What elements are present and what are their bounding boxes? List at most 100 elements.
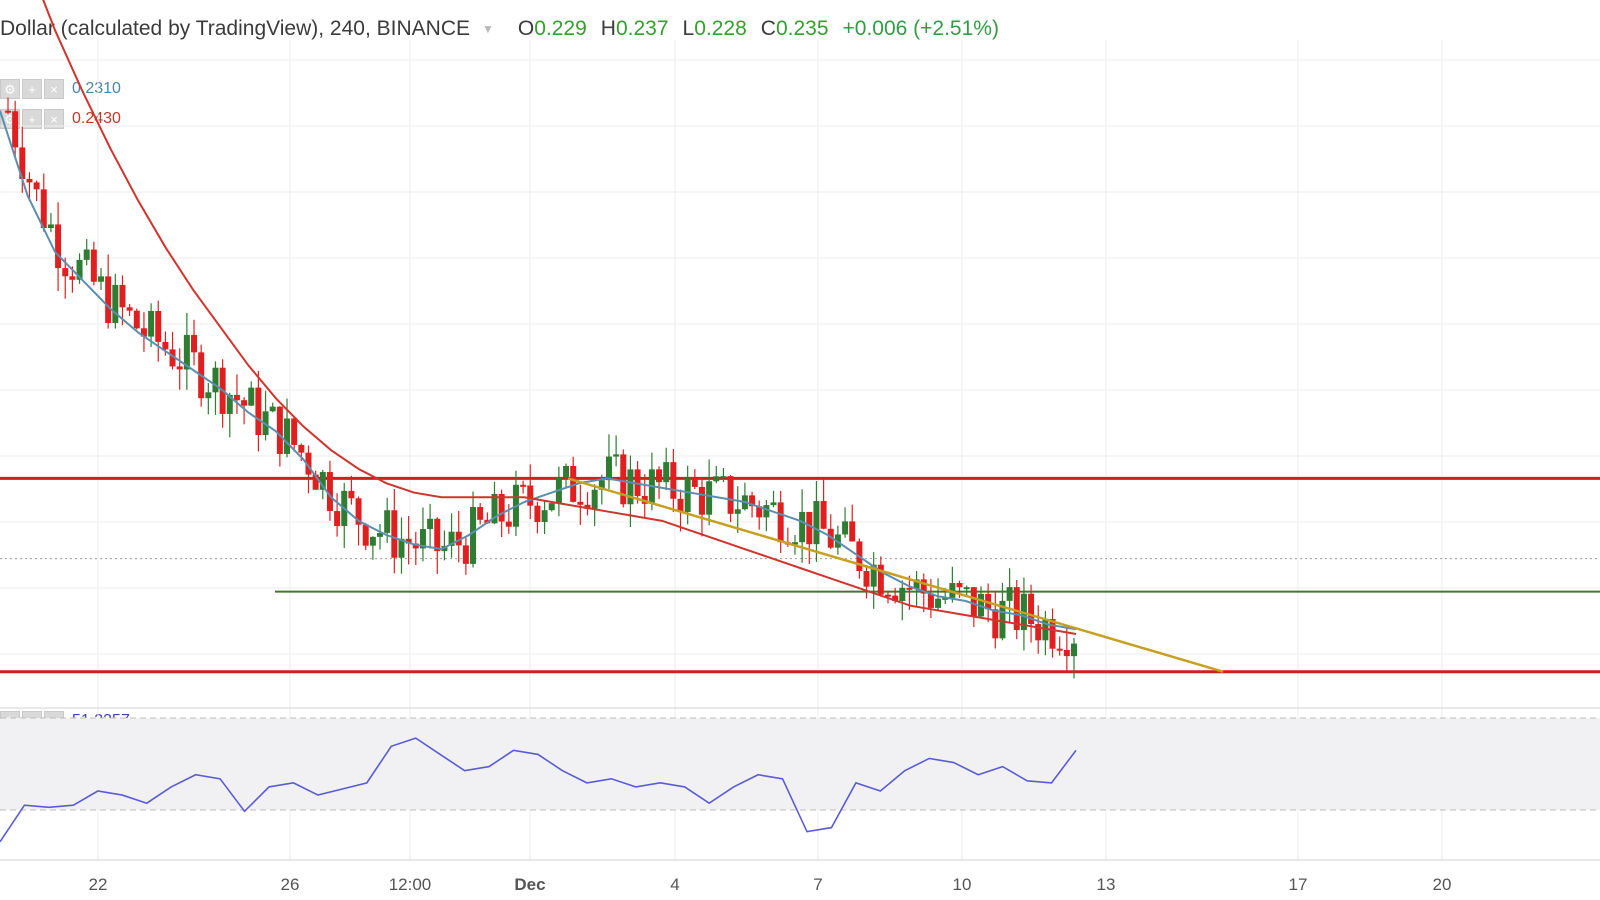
candle-up: [491, 493, 498, 524]
rsi-band: [0, 718, 1600, 810]
candle-up: [799, 511, 806, 543]
candle-up: [949, 583, 956, 598]
candle-down: [26, 178, 33, 183]
candle-up: [448, 531, 455, 546]
trendline-layer[interactable]: [567, 477, 1224, 673]
candle-up: [963, 587, 970, 590]
candle-down: [534, 505, 541, 522]
candle-down: [133, 310, 140, 329]
candle-down: [992, 609, 999, 639]
ohlc-open: O0.229: [517, 17, 587, 40]
candle-up: [98, 276, 105, 282]
candle-up: [419, 529, 426, 549]
candle-down: [5, 110, 11, 113]
candle-down: [698, 486, 705, 515]
candle-down: [455, 531, 462, 546]
candle-up: [319, 472, 326, 490]
candle-down: [462, 545, 469, 564]
candle-down: [849, 521, 856, 542]
candle-up: [684, 478, 691, 512]
chevron-down-icon[interactable]: ▼: [482, 22, 494, 36]
candle-down: [620, 454, 627, 505]
moving-averages: [0, 0, 1077, 635]
candle-down: [570, 466, 577, 502]
x-tick-label: 12:00: [389, 875, 432, 894]
x-tick-label: 20: [1433, 875, 1452, 894]
candle-down: [1035, 624, 1042, 641]
candle-up: [470, 506, 477, 564]
candle-up: [663, 462, 670, 483]
candle-down: [233, 394, 240, 401]
candle-down: [1056, 648, 1063, 651]
close-icon[interactable]: ×: [44, 109, 64, 129]
candle-down: [920, 579, 927, 594]
candle-up: [720, 476, 727, 479]
candle-up: [763, 505, 770, 518]
gear-icon[interactable]: ⚙: [0, 79, 20, 99]
symbol-title[interactable]: Dollar (calculated by TradingView), 240,…: [0, 17, 470, 40]
candle-down: [298, 444, 305, 453]
candle-down: [305, 452, 312, 475]
candle-down: [691, 478, 698, 487]
candle-down: [19, 147, 26, 179]
candle-down: [970, 587, 977, 617]
candle-up: [384, 510, 391, 533]
candle-up: [377, 532, 384, 537]
candle-down: [412, 543, 419, 549]
candle-down: [577, 501, 584, 505]
candle-up: [598, 480, 605, 490]
x-tick-label: 26: [281, 875, 300, 894]
candle-down: [1063, 649, 1070, 657]
candle-down: [348, 490, 355, 499]
candle-up: [369, 536, 376, 546]
candle-down: [956, 583, 963, 588]
descending-trendline: [567, 477, 1224, 673]
add-icon[interactable]: +: [22, 79, 42, 99]
x-tick-label: Dec: [514, 875, 545, 894]
ohlc-high: H0.237: [600, 17, 669, 40]
candle-down: [927, 593, 934, 608]
candle-up: [541, 510, 548, 522]
candle-down: [126, 307, 133, 311]
candle-down: [241, 400, 248, 406]
candle-up: [1006, 587, 1013, 601]
candle-up: [605, 456, 612, 481]
candle-up: [791, 542, 798, 545]
candle-down: [355, 498, 362, 525]
indicator-tools: ⚙ + ×: [0, 79, 64, 99]
candle-up: [226, 394, 233, 414]
candle-up: [563, 466, 570, 478]
candle-up: [47, 224, 54, 229]
candle-down: [677, 498, 684, 512]
candle-up: [899, 587, 906, 602]
candle-down: [62, 268, 69, 277]
candle-up: [212, 367, 219, 393]
candle-down: [520, 484, 527, 487]
candle-down: [527, 485, 534, 506]
candle-up: [112, 284, 119, 324]
candle-down: [584, 504, 591, 509]
ma-line-short: [0, 110, 1077, 631]
candle-down: [276, 406, 283, 454]
candle-down: [140, 328, 147, 337]
close-icon[interactable]: ×: [44, 79, 64, 99]
candle-down: [69, 276, 76, 280]
add-icon[interactable]: +: [22, 109, 42, 129]
candle-up: [913, 579, 920, 589]
x-tick-label: 4: [670, 875, 679, 894]
candle-up: [269, 406, 276, 412]
candle-down: [477, 506, 484, 520]
candle-up: [999, 600, 1006, 639]
candle-up: [248, 387, 255, 406]
candle-down: [505, 521, 512, 527]
candle-up: [284, 418, 291, 454]
candle-down: [12, 111, 19, 148]
candle-down: [362, 524, 369, 546]
candle-down: [155, 310, 162, 342]
candle-up: [977, 593, 984, 617]
x-tick-label: 7: [813, 875, 822, 894]
candle-down: [756, 506, 763, 518]
candle-down: [892, 595, 899, 602]
candle-down: [806, 511, 813, 545]
